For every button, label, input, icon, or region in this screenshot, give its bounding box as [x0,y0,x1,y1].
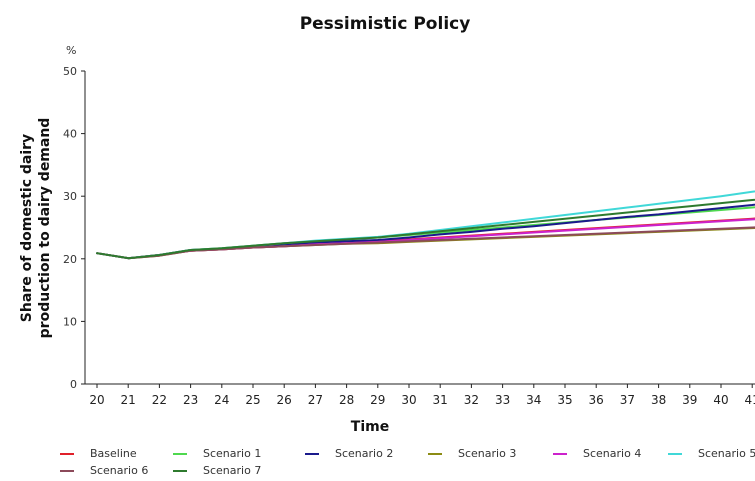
legend-label: Scenario 2 [335,447,394,460]
x-tick-label: 24 [214,393,229,407]
x-tick-label: 34 [526,393,541,407]
legend-swatch [668,452,682,455]
legend-label: Scenario 1 [203,447,262,460]
legend-item: Scenario 1 [173,447,261,460]
legend-swatch [173,452,187,455]
y-tick-label: 10 [63,315,77,328]
legend-swatch [173,469,187,472]
x-tick-label: 31 [433,393,448,407]
legend-label: Scenario 5 [698,447,755,460]
series-line-7 [96,226,755,260]
x-tick-label: 39 [682,393,697,407]
x-axis-label: Time [350,419,390,435]
x-tick-label: 22 [152,393,167,407]
y-tick-label: 30 [63,190,77,203]
legend-item: Scenario 3 [428,447,516,460]
legend-item: Scenario 4 [553,447,641,460]
y-tick-label: 50 [63,65,77,78]
legend-swatch [60,452,74,455]
x-tick-label: 25 [245,393,260,407]
x-tick-label: 32 [464,393,479,407]
y-axis-unit: % [66,44,77,57]
y-tick-label: 0 [70,378,77,391]
legend-item: Scenario 7 [173,464,261,477]
legend-swatch [553,452,567,455]
y-tick-label: 20 [63,253,77,266]
legend-item: Scenario 2 [305,447,393,460]
x-tick-label: 21 [121,393,136,407]
x-tick-label: 27 [308,393,323,407]
legend-label: Scenario 4 [583,447,642,460]
legend-swatch [60,469,74,472]
x-tick-label: 36 [589,393,604,407]
x-tick-label: 29 [370,393,385,407]
legend-item: Scenario 6 [60,464,148,477]
x-tick-label: 35 [557,393,572,407]
legend-label: Scenario 6 [90,464,149,477]
y-tick-label: 40 [63,128,77,141]
x-tick-label: 28 [339,393,354,407]
legend-label: Baseline [90,447,137,460]
chart-title: Pessimistic Policy [299,14,471,34]
x-tick-label: 26 [277,393,292,407]
legend-label: Scenario 3 [458,447,517,460]
series-line-3 [96,203,755,260]
x-tick-label: 23 [183,393,198,407]
x-tick-label: 38 [651,393,666,407]
x-tick-label: 37 [620,393,635,407]
x-tick-label: 30 [401,393,416,407]
x-tick-label: 20 [89,393,104,407]
legend-swatch [305,452,319,455]
legend-item: Baseline [60,447,137,460]
legend-swatch [428,452,442,455]
x-tick-label: 40 [713,393,728,407]
legend-label: Scenario 7 [203,464,262,477]
x-tick-label: 41 [745,393,755,407]
series-line-8 [96,198,755,260]
legend-item: Scenario 5 [668,447,755,460]
x-tick-label: 33 [495,393,510,407]
